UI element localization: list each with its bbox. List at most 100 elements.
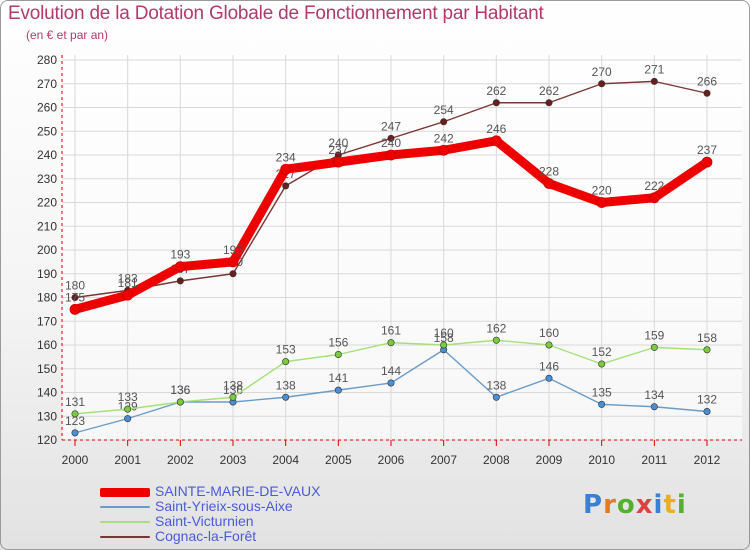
- x-tick-label: 2006: [378, 453, 405, 467]
- data-point: [71, 293, 79, 301]
- legend-swatch: [100, 487, 150, 497]
- y-tick-label: 190: [37, 267, 57, 281]
- data-label: 138: [276, 378, 296, 392]
- series-cognac-la-foret: 180183187190227240247254262262270271266: [65, 62, 717, 301]
- data-label: 161: [381, 324, 401, 338]
- data-label: 144: [381, 364, 401, 378]
- data-point: [229, 393, 237, 401]
- y-tick-label: 140: [37, 386, 57, 400]
- data-label: 228: [539, 165, 559, 179]
- data-label: 133: [118, 390, 138, 404]
- x-tick-label: 2002: [167, 453, 194, 467]
- x-tick-label: 2012: [694, 453, 721, 467]
- legend-label: Saint-Yrieix-sous-Aixe: [155, 498, 293, 514]
- logo-letter: o: [616, 490, 636, 520]
- legend-label: Saint-Victurnien: [155, 513, 254, 529]
- data-label: 237: [697, 143, 717, 157]
- data-label: 136: [170, 383, 190, 397]
- data-point: [387, 379, 395, 387]
- data-label: 160: [539, 326, 559, 340]
- data-label: 132: [697, 393, 717, 407]
- data-label: 158: [697, 331, 717, 345]
- data-label: 262: [539, 84, 559, 98]
- data-point: [387, 134, 395, 142]
- data-point: [545, 341, 553, 349]
- data-label: 222: [644, 179, 664, 193]
- data-point: [385, 149, 397, 161]
- data-point: [650, 343, 658, 351]
- data-label: 234: [276, 150, 296, 164]
- data-label: 152: [592, 345, 612, 359]
- data-point: [492, 336, 500, 344]
- data-label: 123: [65, 414, 85, 428]
- x-tick-label: 2009: [536, 453, 563, 467]
- x-tick-label: 2005: [325, 453, 352, 467]
- data-label: 247: [381, 119, 401, 133]
- data-point: [334, 386, 342, 394]
- data-label: 193: [170, 248, 190, 262]
- y-tick-label: 200: [37, 243, 57, 257]
- data-point: [334, 350, 342, 358]
- legend: SAINTE-MARIE-DE-VAUX Saint-Yrieix-sous-Ai…: [100, 484, 320, 544]
- y-tick-label: 240: [37, 148, 57, 162]
- data-point: [440, 341, 448, 349]
- data-point: [124, 405, 132, 413]
- x-tick-label: 2010: [588, 453, 615, 467]
- x-tick-label: 2001: [114, 453, 141, 467]
- legend-swatch: [100, 521, 150, 523]
- data-point: [598, 400, 606, 408]
- data-point: [545, 99, 553, 107]
- data-label: 240: [328, 136, 348, 150]
- logo-letter: x: [635, 490, 654, 520]
- y-tick-label: 260: [37, 101, 57, 115]
- data-label: 135: [592, 385, 612, 399]
- logo-letter: r: [603, 490, 617, 520]
- y-tick-label: 270: [37, 77, 57, 91]
- data-label: 153: [276, 343, 296, 357]
- data-label: 242: [434, 131, 454, 145]
- data-point: [282, 393, 290, 401]
- data-point: [492, 99, 500, 107]
- logo-letter: i: [676, 490, 687, 520]
- data-point: [229, 270, 237, 278]
- y-tick-label: 150: [37, 362, 57, 376]
- y-tick-label: 280: [37, 53, 57, 67]
- y-tick-label: 210: [37, 219, 57, 233]
- data-label: 195: [223, 243, 243, 257]
- data-label: 138: [486, 378, 506, 392]
- data-label: 183: [118, 271, 138, 285]
- proxiti-logo: Proxiti: [583, 490, 687, 520]
- data-label: 146: [539, 359, 559, 373]
- data-point: [387, 339, 395, 347]
- data-point: [492, 393, 500, 401]
- data-point: [227, 256, 239, 268]
- data-label: 134: [644, 388, 664, 402]
- logo-letter: t: [663, 490, 677, 520]
- data-label: 158: [434, 331, 454, 345]
- data-label: 246: [486, 122, 506, 136]
- data-point: [701, 156, 713, 168]
- data-point: [124, 415, 132, 423]
- y-tick-label: 130: [37, 409, 57, 423]
- legend-item: Saint-Victurnien: [100, 514, 320, 529]
- data-label: 237: [328, 143, 348, 157]
- chart-subtitle: (en € et par an): [26, 28, 109, 42]
- data-point: [440, 118, 448, 126]
- data-label: 262: [486, 84, 506, 98]
- data-label: 220: [592, 184, 612, 198]
- data-point: [176, 398, 184, 406]
- data-label: 156: [328, 336, 348, 350]
- x-tick-label: 2008: [483, 453, 510, 467]
- x-tick-label: 2011: [641, 453, 667, 467]
- legend-swatch: [100, 536, 150, 538]
- legend-label: SAINTE-MARIE-DE-VAUX: [155, 483, 321, 499]
- data-point: [280, 163, 292, 175]
- data-point: [598, 80, 606, 88]
- series-saint-yrieix-sous-aixe: 123129136136138141144158138146135134132: [65, 331, 717, 437]
- data-label: 271: [644, 62, 664, 76]
- data-point: [438, 144, 450, 156]
- legend-swatch: [100, 506, 150, 508]
- data-point: [122, 289, 134, 301]
